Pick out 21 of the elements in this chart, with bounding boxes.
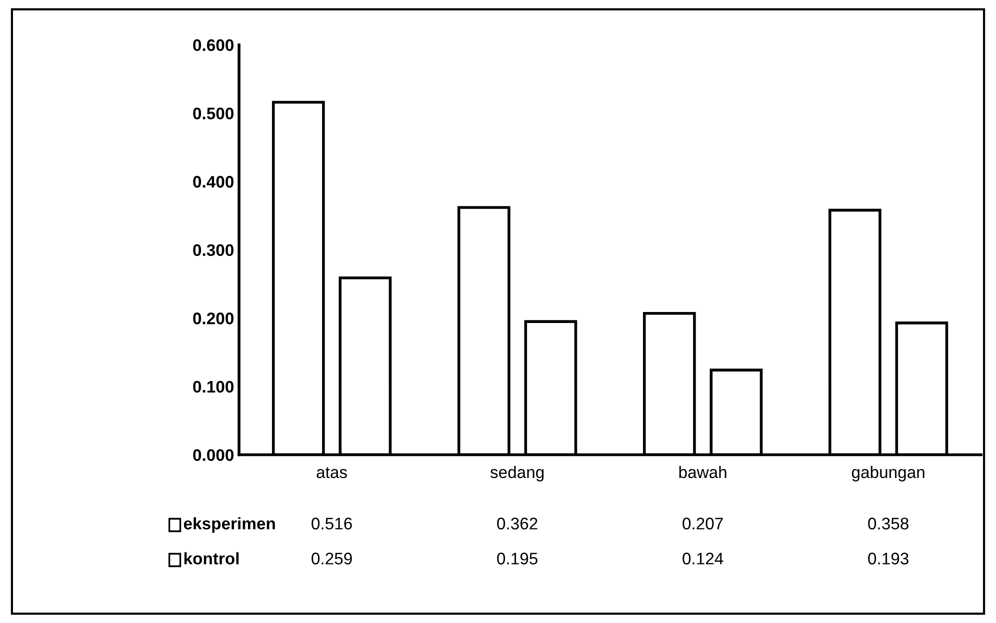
y-tick-label: 0.200 <box>193 312 234 324</box>
y-tick-label: 0.400 <box>193 176 234 188</box>
data-label: 0.259 <box>312 552 352 564</box>
x-tick-label: gabungan <box>852 466 924 482</box>
legend-label: eksperimen <box>184 517 275 533</box>
data-label: 0.207 <box>682 518 723 530</box>
legend-label: kontrol <box>184 552 239 564</box>
data-label: 0.195 <box>497 552 538 564</box>
data-label: 0.358 <box>868 518 908 530</box>
y-tick-label: 0.300 <box>193 244 234 256</box>
x-tick-label: bawah <box>679 466 726 478</box>
x-tick-label: atas <box>316 467 347 478</box>
y-tick-label: 0.100 <box>193 380 234 393</box>
y-tick-label: 0.500 <box>193 108 234 120</box>
x-tick-label: sedang <box>490 466 544 482</box>
y-tick-label: 0.000 <box>193 449 234 461</box>
data-label: 0.193 <box>868 552 908 564</box>
y-tick-label: 0.600 <box>193 39 234 52</box>
data-label: 0.124 <box>682 552 724 564</box>
data-label: 0.362 <box>497 518 538 530</box>
data-label: 0.516 <box>312 518 352 530</box>
